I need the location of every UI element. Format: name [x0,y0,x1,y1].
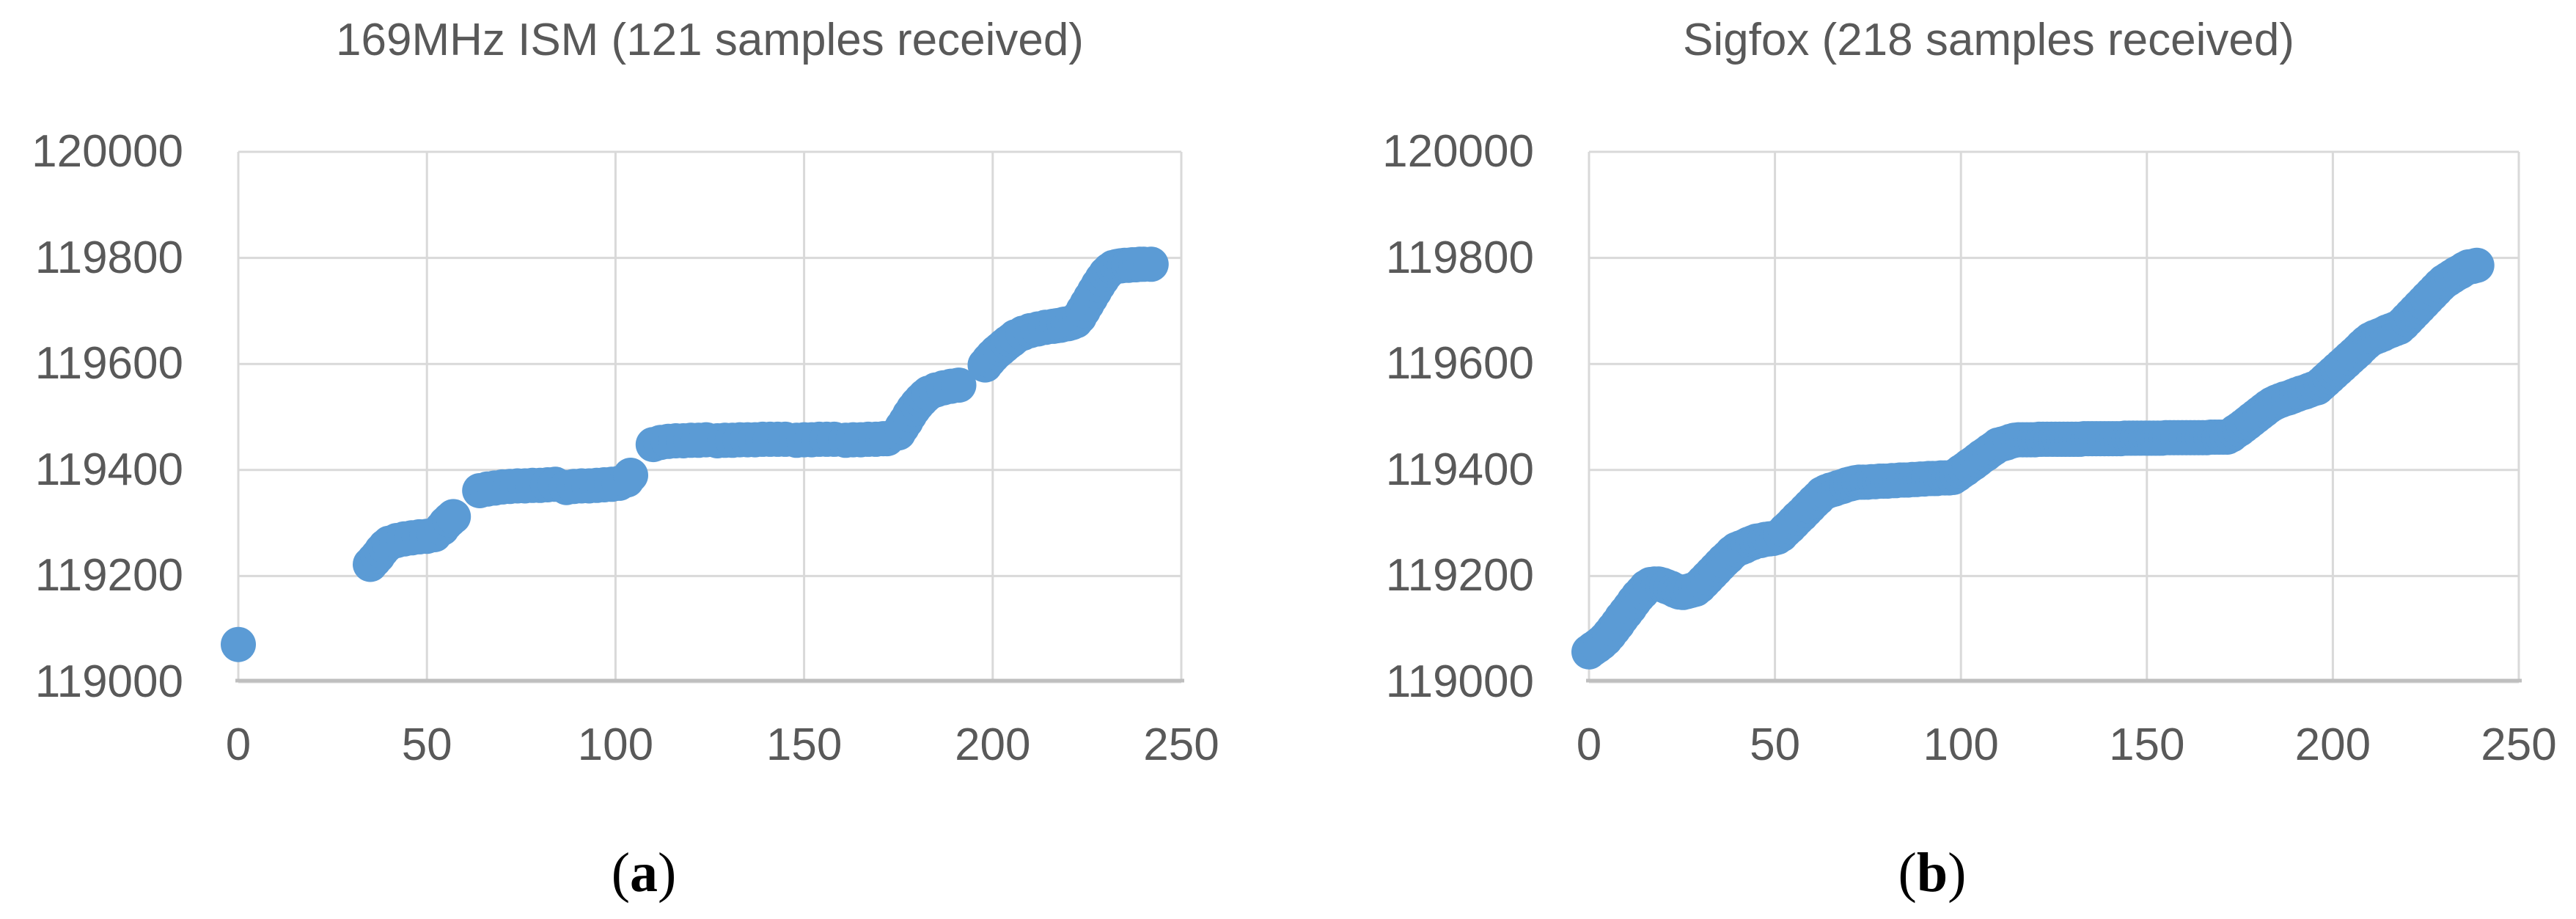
data-point [941,367,977,403]
y-tick-label: 119200 [1385,550,1534,601]
subfigure-caption: (a) [0,840,1288,906]
x-tick-label: 50 [401,720,452,770]
x-tick-label: 200 [955,720,1031,770]
caption-paren-open: ( [1898,842,1917,904]
y-tick-label: 119200 [34,550,183,601]
y-tick-label: 119400 [34,444,183,495]
chart-title: 169MHz ISM (121 samples received) [336,15,1084,65]
plot-area [1571,150,2522,684]
scatter-points [221,246,1169,662]
x-tick-label: 150 [2109,720,2185,770]
y-tick-label: 119600 [1385,338,1534,389]
x-tick-label: 100 [1923,720,1999,770]
y-tick-label: 119000 [1385,656,1534,707]
x-tick-label: 150 [766,720,843,770]
subfigure-a: 169MHz ISM (121 samples received) 119000… [0,15,1288,906]
caption-paren-close: ) [1948,842,1967,904]
caption-paren-open: ( [611,842,630,904]
data-point [2459,247,2495,283]
x-tick-label: 0 [225,720,252,770]
y-tick-label: 120000 [32,126,183,177]
data-point [221,626,256,662]
subfigure-caption: (b) [1288,840,2576,906]
caption-letter: a [630,842,658,904]
scatter-points [1571,247,2495,670]
y-tick-label: 120000 [1382,126,1534,177]
chart-title: Sigfox (218 samples received) [1683,15,2294,65]
x-tick-label: 50 [1750,720,1801,770]
caption-letter: b [1916,842,1948,904]
x-tick-label: 250 [2481,720,2557,770]
x-tick-label: 200 [2294,720,2371,770]
x-tick-label: 250 [1143,720,1219,770]
x-tick-label: 100 [577,720,654,770]
plot-area [221,150,1184,684]
y-tick-label: 119800 [34,232,183,283]
y-tick-label: 119400 [1385,444,1534,495]
subfigure-b: Sigfox (218 samples received) 119000 1192… [1288,0,2576,919]
data-point [1133,246,1169,282]
y-tick-label: 119800 [1385,232,1534,283]
x-tick-label: 0 [1576,720,1602,770]
data-point [436,499,471,535]
caption-paren-close: ) [658,842,677,904]
y-tick-label: 119600 [34,338,183,389]
data-point [613,458,648,493]
y-tick-label: 119000 [34,656,183,707]
